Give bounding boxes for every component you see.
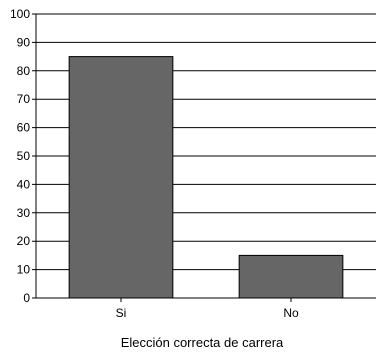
y-axis-ticks: 0 10 20 30 40 50 60 70 80 90 100 (10, 7, 30, 305)
y-tick-label: 90 (17, 35, 31, 49)
bar-no (238, 254, 344, 299)
bar-si (68, 56, 174, 299)
y-tick-label: 10 (17, 263, 31, 277)
x-axis-ticks: Si No (116, 298, 299, 320)
y-tick-label: 80 (17, 64, 31, 78)
x-axis-label: Elección correcta de carrera (121, 335, 284, 350)
y-tick-label: 50 (17, 149, 31, 163)
y-tick-label: 60 (17, 121, 31, 135)
y-tick-label: 0 (23, 291, 30, 305)
y-tick-label: 20 (17, 234, 31, 248)
bars (68, 56, 344, 299)
x-tick-label: Si (116, 306, 127, 320)
y-tick-label: 40 (17, 177, 31, 191)
x-tick-label: No (283, 306, 299, 320)
y-tick-label: 70 (17, 92, 31, 106)
y-tick-label: 30 (17, 206, 31, 220)
y-tick-label: 100 (10, 7, 30, 21)
